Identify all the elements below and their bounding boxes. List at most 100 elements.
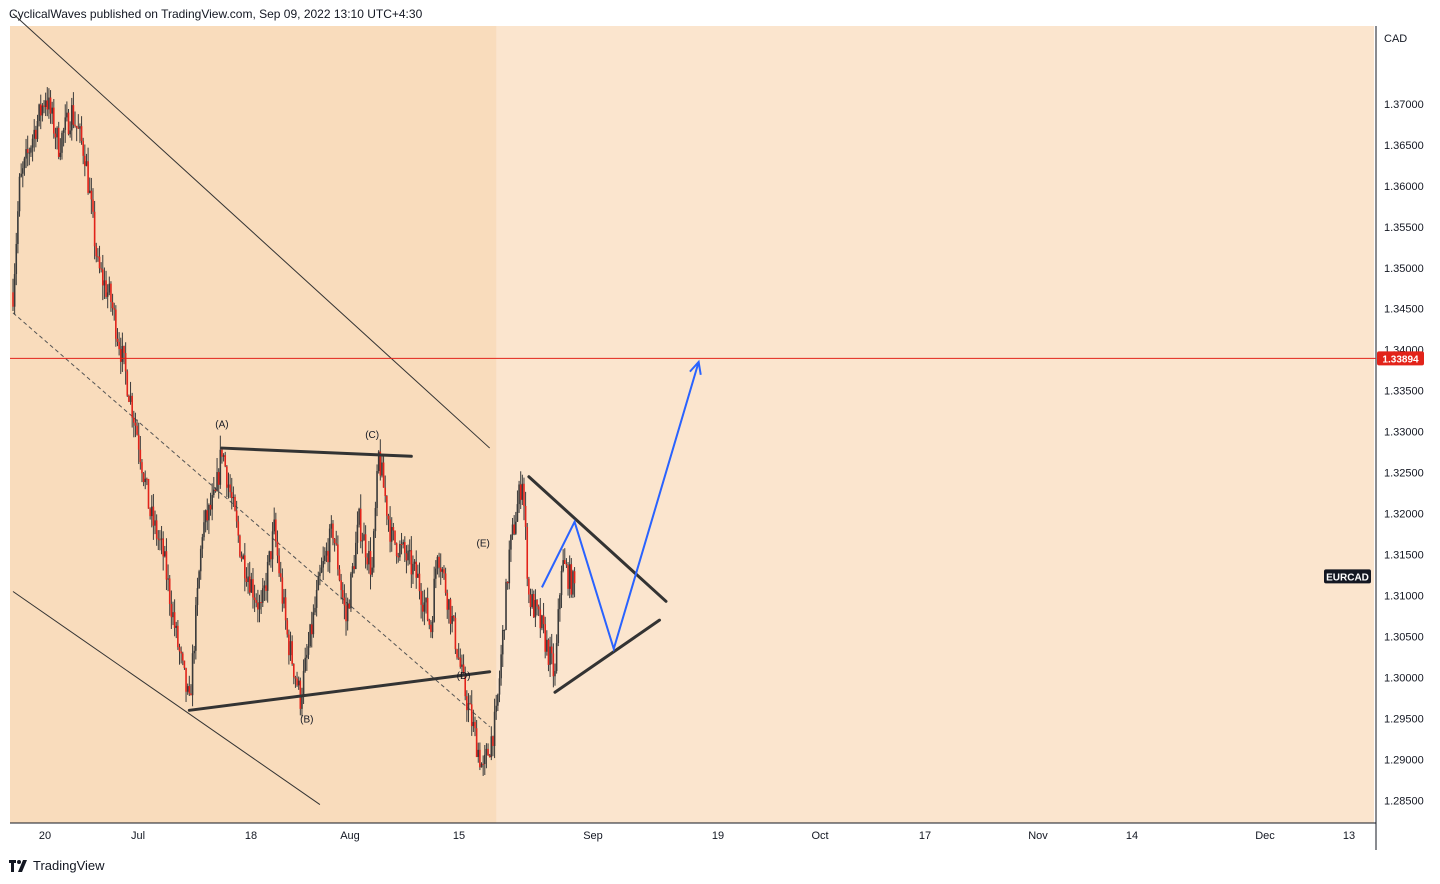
candle: [111, 293, 114, 316]
candle-body: [230, 492, 233, 499]
candle-body: [111, 302, 114, 309]
candle: [423, 589, 426, 626]
candle: [53, 98, 55, 139]
candle: [199, 545, 202, 580]
y-tick-label: 1.36000: [1384, 181, 1424, 193]
candle: [288, 629, 290, 665]
candle-body: [160, 538, 163, 540]
candle: [404, 536, 406, 562]
candle-body: [85, 161, 88, 166]
candle-body: [72, 105, 75, 125]
candle-body: [54, 133, 57, 138]
candle-body: [195, 605, 197, 651]
candle-body: [319, 572, 321, 577]
candle: [310, 611, 313, 648]
y-tick-label: 1.35000: [1384, 263, 1424, 275]
candle-body: [53, 107, 55, 134]
candle: [214, 487, 217, 493]
candle: [216, 457, 218, 492]
candle: [270, 550, 272, 568]
candle: [278, 548, 280, 577]
candle: [67, 108, 70, 136]
candle-body: [324, 555, 326, 561]
candle: [75, 125, 78, 142]
candle-body: [21, 168, 24, 174]
candle: [480, 762, 483, 768]
candle-body: [304, 657, 307, 671]
candle-body: [87, 161, 89, 193]
candle-body: [62, 129, 65, 133]
candle-body: [294, 677, 297, 679]
candle: [17, 201, 19, 254]
candle: [315, 579, 318, 617]
candle: [483, 745, 486, 775]
candle-body: [521, 483, 524, 500]
candle-body: [186, 686, 189, 692]
candle: [149, 507, 151, 520]
y-tick-label: 1.31000: [1384, 591, 1424, 603]
x-ticks: 20 Jul 18 Aug 15 Sep 19 Oct 17 Nov 14 Dec 13: [39, 830, 1355, 842]
candle: [565, 558, 568, 569]
candle: [232, 486, 235, 507]
candle-body: [421, 604, 424, 612]
candle: [253, 584, 256, 613]
candle-body: [459, 657, 462, 667]
candle: [364, 525, 367, 569]
candle: [519, 471, 522, 510]
candle-body: [363, 534, 365, 541]
candle-body: [33, 129, 36, 139]
candle: [521, 474, 524, 506]
candle: [340, 573, 342, 600]
candle: [498, 670, 501, 703]
tradingview-logo[interactable]: TradingView: [9, 858, 105, 873]
candle-body: [121, 345, 124, 362]
candle-body: [544, 624, 546, 652]
candle-body: [526, 526, 529, 579]
candle-body: [457, 657, 460, 659]
candle: [239, 534, 241, 558]
candle: [74, 111, 76, 128]
candle: [470, 690, 473, 736]
candle-body: [142, 473, 145, 483]
x-tick-label: Nov: [1028, 830, 1048, 842]
candle: [524, 491, 527, 540]
candle: [87, 147, 89, 195]
candle: [144, 470, 147, 490]
candle: [544, 616, 546, 659]
candle-body: [364, 534, 367, 558]
projection-path: [541, 361, 700, 653]
candle-body: [435, 568, 437, 579]
candle: [562, 549, 564, 573]
candle-body: [341, 590, 344, 598]
candle: [121, 332, 124, 372]
candle-body: [493, 711, 496, 746]
candle-body: [479, 749, 481, 768]
candle: [263, 580, 266, 601]
candle: [479, 742, 481, 771]
candle: [296, 671, 298, 687]
candle-body: [297, 680, 300, 686]
candle-body: [170, 603, 173, 618]
candle-body: [554, 671, 556, 677]
candle-body: [474, 721, 476, 729]
candle-body: [224, 455, 227, 467]
candle-body: [253, 597, 256, 601]
candle: [26, 135, 29, 167]
candle: [38, 103, 40, 127]
candle: [350, 571, 352, 612]
candle: [188, 675, 191, 696]
candle-body: [278, 555, 280, 574]
candle-body: [328, 528, 331, 563]
candle: [322, 546, 324, 581]
candle: [332, 520, 334, 546]
candle: [70, 97, 73, 141]
candle-body: [26, 149, 29, 153]
candle: [376, 464, 378, 517]
candle-body: [307, 646, 310, 655]
candle: [312, 604, 315, 638]
candle: [366, 553, 369, 571]
candle: [413, 559, 416, 571]
candle: [80, 116, 83, 145]
candle: [549, 636, 551, 677]
